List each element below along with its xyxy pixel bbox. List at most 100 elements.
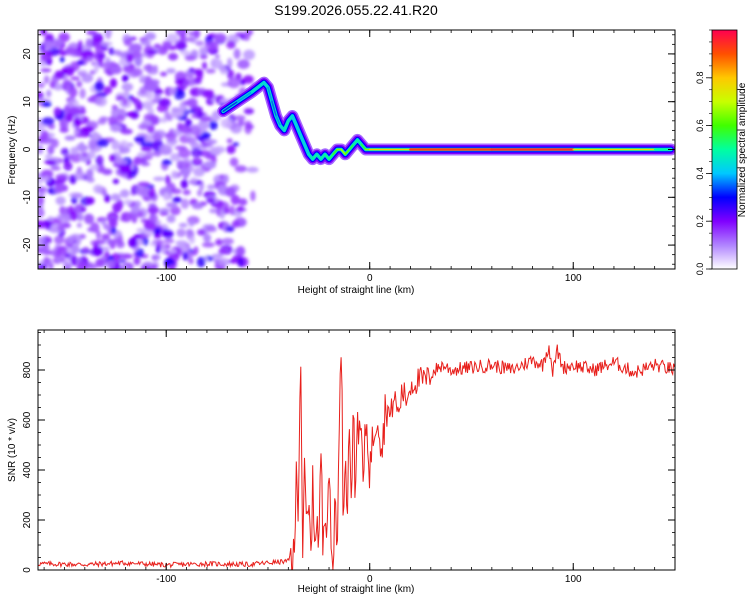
- noise-speckle: [109, 154, 116, 163]
- noise-speckle: [116, 113, 125, 123]
- noise-speckle: [201, 131, 211, 140]
- noise-speckle: [137, 181, 151, 187]
- noise-speckle: [204, 139, 218, 145]
- noise-speckle: [81, 73, 94, 83]
- noise-speckle: [214, 54, 220, 59]
- noise-speckle: [134, 136, 142, 143]
- noise-speckle: [117, 259, 127, 263]
- noise-speckle: [175, 240, 188, 246]
- noise-speckle: [176, 228, 186, 238]
- noise-speckle: [50, 166, 61, 171]
- noise-speckle: [191, 147, 203, 158]
- noise-speckle: [61, 222, 71, 229]
- noise-speckle: [82, 152, 88, 157]
- noise-speckle: [123, 90, 130, 97]
- noise-speckle: [54, 39, 61, 49]
- noise-speckle: [232, 142, 240, 147]
- y-tick-label: 0: [22, 567, 33, 573]
- noise-speckle: [54, 235, 65, 245]
- noise-speckle: [140, 161, 151, 167]
- noise-speckle: [209, 120, 218, 130]
- noise-speckle: [117, 164, 128, 169]
- noise-speckle: [199, 116, 213, 122]
- noise-speckle: [77, 40, 83, 52]
- ridge-core-segment: [236, 91, 253, 103]
- ridge-core-segment: [356, 139, 363, 146]
- noise-speckle: [125, 53, 134, 63]
- noise-speckle: [76, 222, 82, 228]
- noise-speckle: [198, 120, 210, 131]
- colorbar-scale: [711, 29, 738, 270]
- noise-speckle: [156, 104, 169, 113]
- noise-speckle: [201, 61, 208, 70]
- noise-speckle: [41, 56, 50, 62]
- noise-speckle: [43, 256, 50, 266]
- noise-speckle: [72, 192, 83, 199]
- noise-speckle: [121, 74, 129, 82]
- noise-speckle: [88, 150, 96, 159]
- noise-speckle: [225, 225, 235, 233]
- noise-speckle: [47, 144, 54, 153]
- snr-y-ticks: 0 200 400 600 800: [22, 332, 675, 573]
- noise-speckle: [226, 40, 236, 49]
- noise-speckle: [151, 133, 165, 140]
- ridge-core-segment: [295, 124, 302, 136]
- ridge-core-segment: [299, 134, 306, 146]
- noise-speckle: [102, 246, 110, 252]
- noise-speckle: [56, 183, 66, 193]
- noise-speckle: [43, 75, 50, 85]
- ridge-core-segment: [328, 153, 334, 160]
- noise-speckle: [38, 220, 45, 229]
- noise-speckle: [146, 50, 159, 54]
- ridge-core-segment: [275, 115, 281, 127]
- noise-speckle: [44, 153, 53, 160]
- noise-speckle: [166, 202, 178, 208]
- noise-speckle: [80, 206, 87, 213]
- noise-speckle: [136, 228, 147, 233]
- noise-speckle: [96, 53, 105, 59]
- noise-speckle: [244, 123, 252, 135]
- noise-speckle: [153, 176, 165, 182]
- noise-speckle: [39, 30, 47, 36]
- ridge-core-segment: [360, 143, 367, 151]
- noise-speckle: [226, 145, 236, 154]
- noise-speckle: [206, 197, 216, 204]
- noise-speckle: [42, 176, 51, 182]
- ridge-core-segment: [320, 153, 326, 160]
- noise-speckle: [237, 119, 245, 127]
- noise-speckle: [154, 88, 164, 95]
- ridge-core-segment: [332, 148, 338, 156]
- noise-speckle: [153, 43, 161, 49]
- noise-speckle: [164, 175, 171, 185]
- noise-speckle: [111, 49, 123, 56]
- noise-speckle: [230, 194, 241, 205]
- noise-speckle: [182, 251, 188, 261]
- noise-speckle: [140, 233, 150, 239]
- noise-speckle: [38, 195, 45, 206]
- noise-speckle: [91, 246, 104, 257]
- noise-speckle: [92, 131, 99, 138]
- noise-speckle: [59, 253, 66, 263]
- noise-speckle: [86, 30, 98, 36]
- ridge-core-segment: [352, 139, 359, 146]
- noise-speckle: [41, 117, 55, 126]
- x-tick-label: -100: [156, 273, 176, 284]
- y-tick-label: 10: [22, 96, 33, 108]
- noise-speckle: [76, 60, 85, 66]
- noise-speckle: [142, 237, 149, 246]
- noise-speckle: [209, 147, 222, 155]
- y-tick-label: 600: [22, 411, 33, 428]
- y-tick-label: -10: [22, 190, 33, 205]
- noise-speckle: [86, 263, 98, 269]
- ridge-core-segment: [271, 100, 277, 117]
- noise-speckle: [110, 123, 122, 133]
- noise-speckle: [109, 78, 118, 88]
- ridge-core-segment: [324, 153, 330, 160]
- noise-speckle: [96, 138, 109, 148]
- noise-speckle: [234, 165, 247, 173]
- noise-speckle: [109, 218, 118, 228]
- noise-speckle: [178, 148, 191, 159]
- noise-speckle: [138, 123, 150, 130]
- noise-speckle: [147, 206, 160, 215]
